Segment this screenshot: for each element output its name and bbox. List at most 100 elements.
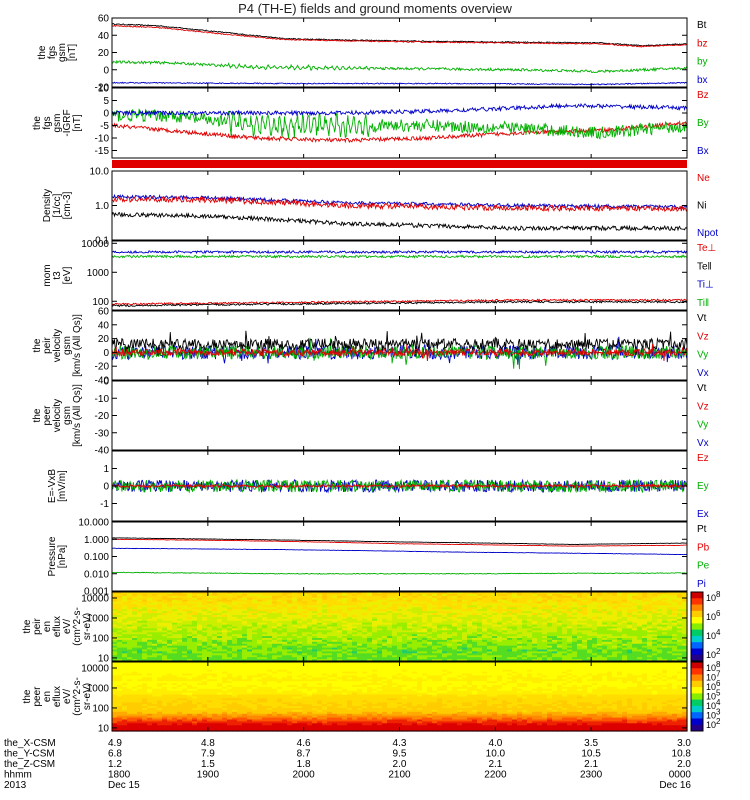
- spectrogram-cell: [437, 655, 443, 658]
- spectrogram-cell: [532, 663, 538, 667]
- spectrogram-cell: [517, 599, 523, 603]
- spectrogram-cell: [507, 639, 513, 643]
- spectrogram-cell: [382, 630, 388, 633]
- spectrogram-cell: [492, 595, 498, 599]
- spectrogram-cell: [282, 607, 288, 610]
- spectrogram-cell: [437, 626, 443, 629]
- spectrogram-cell: [432, 595, 438, 599]
- spectrogram-cell: [282, 609, 288, 612]
- spectrogram-cell: [357, 605, 363, 608]
- spectrogram-cell: [557, 638, 563, 641]
- spectrogram-cell: [472, 653, 478, 656]
- spectrogram-cell: [602, 628, 608, 631]
- spectrogram-cell: [397, 645, 403, 649]
- spectrogram-cell: [297, 613, 303, 616]
- spectrogram-cell: [267, 615, 273, 618]
- spectrogram-cell: [347, 593, 353, 597]
- spectrogram-cell: [282, 595, 288, 599]
- spectrogram-cell: [412, 603, 418, 606]
- spectrogram-cell: [282, 603, 288, 606]
- spectrogram-cell: [487, 653, 493, 656]
- colorbar-segment: [691, 648, 703, 656]
- spectrogram-cell: [582, 634, 588, 637]
- spectrogram-cell: [312, 599, 318, 603]
- spectrogram-cell: [382, 603, 388, 606]
- spectrogram-cell: [212, 607, 218, 610]
- spectrogram-cell: [642, 653, 648, 656]
- spectrogram-cell: [357, 599, 363, 603]
- spectrogram-cell: [572, 624, 578, 628]
- y-tick-label: 0: [103, 65, 109, 76]
- spectrogram-cell: [557, 628, 563, 631]
- spectrogram-cell: [622, 645, 628, 649]
- spectrogram-cell: [437, 663, 443, 667]
- spectrogram-cell: [167, 663, 173, 667]
- spectrogram-cell: [297, 659, 303, 662]
- spectrogram-cell: [487, 616, 493, 620]
- spectrogram-cell: [422, 605, 428, 608]
- spectrogram-cell: [192, 645, 198, 649]
- spectrogram-cell: [662, 647, 668, 651]
- spectrogram-cell: [132, 595, 138, 599]
- spectrogram-cell: [192, 624, 198, 628]
- spectrogram-cell: [557, 618, 563, 622]
- spectrogram-cell: [352, 665, 358, 669]
- spectrogram-cell: [677, 659, 683, 662]
- spectrogram-cell: [342, 611, 348, 614]
- spectrogram-cell: [622, 622, 628, 626]
- spectrogram-cell: [512, 657, 518, 660]
- legend-label: Vx: [697, 368, 709, 379]
- spectrogram-cell: [402, 667, 408, 671]
- spectrogram-cell: [627, 663, 633, 667]
- spectrogram-cell: [537, 599, 543, 603]
- spectrogram-cell: [622, 632, 628, 635]
- spectrogram-cell: [447, 592, 453, 595]
- spectrogram-cell: [632, 662, 638, 665]
- spectrogram-cell: [452, 592, 458, 595]
- spectrogram-cell: [147, 657, 153, 660]
- spectrogram-cell: [442, 643, 448, 647]
- spectrogram-cell: [392, 618, 398, 622]
- spectrogram-cell: [547, 620, 553, 624]
- spectrogram-cell: [122, 615, 128, 618]
- spectrogram-cell: [487, 655, 493, 658]
- spectrogram-cell: [432, 593, 438, 597]
- spectrogram-cell: [577, 618, 583, 622]
- spectrogram-cell: [292, 639, 298, 643]
- spectrogram-cell: [237, 667, 243, 671]
- spectrogram-cell: [222, 597, 228, 601]
- spectrogram-cell: [627, 607, 633, 610]
- spectrogram-cell: [442, 653, 448, 656]
- spectrogram-cell: [182, 620, 188, 624]
- spectrogram-cell: [652, 636, 658, 639]
- spectrogram-cell: [477, 616, 483, 620]
- spectrogram-cell: [152, 593, 158, 597]
- spectrogram-cell: [412, 665, 418, 669]
- spectrogram-cell: [637, 639, 643, 643]
- spectrogram-cell: [422, 630, 428, 633]
- spectrogram-cell: [257, 649, 263, 652]
- spectrogram-cell: [547, 593, 553, 597]
- spectrogram-cell: [162, 657, 168, 660]
- spectrogram-cell: [197, 647, 203, 651]
- spectrogram-cell: [402, 595, 408, 599]
- spectrogram-cell: [557, 607, 563, 610]
- spectrogram-cell: [322, 636, 328, 639]
- spectrogram-cell: [502, 663, 508, 667]
- spectrogram-cell: [197, 653, 203, 656]
- spectrogram-cell: [192, 659, 198, 662]
- spectrogram-cell: [667, 601, 673, 605]
- spectrogram-cell: [212, 628, 218, 631]
- legend-label: By: [697, 118, 709, 129]
- spectrogram-cell: [507, 643, 513, 647]
- spectrogram-cell: [337, 613, 343, 616]
- spectrogram-cell: [167, 603, 173, 606]
- spectrogram-cell: [467, 662, 473, 665]
- spectrogram-cell: [247, 632, 253, 635]
- spectrogram-cell: [677, 593, 683, 597]
- spectrogram-cell: [552, 632, 558, 635]
- spectrogram-cell: [387, 603, 393, 606]
- spectrogram-cell: [642, 613, 648, 616]
- spectrogram-cell: [492, 651, 498, 654]
